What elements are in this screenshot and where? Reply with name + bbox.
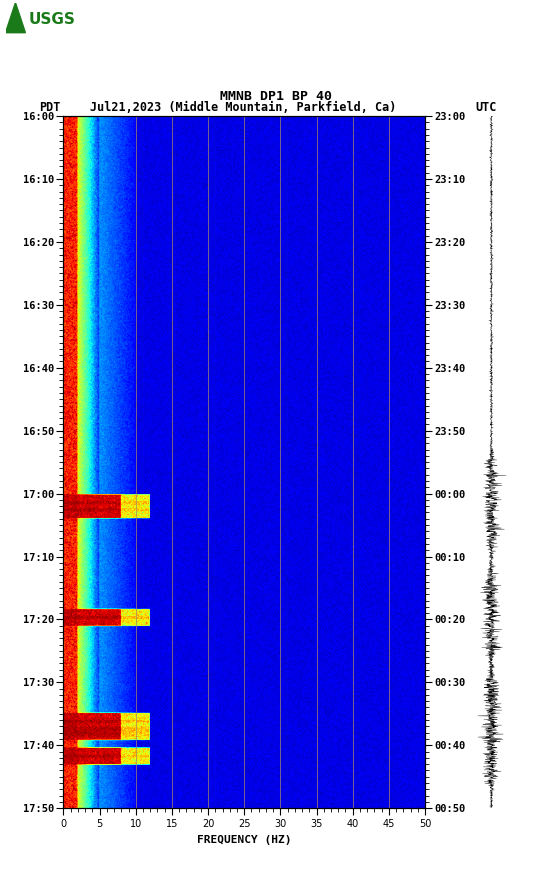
Text: Jul21,2023 (Middle Mountain, Parkfield, Ca): Jul21,2023 (Middle Mountain, Parkfield, … (89, 101, 396, 114)
Text: MMNB DP1 BP 40: MMNB DP1 BP 40 (220, 89, 332, 103)
Text: USGS: USGS (29, 13, 76, 27)
Polygon shape (6, 3, 25, 33)
X-axis label: FREQUENCY (HZ): FREQUENCY (HZ) (197, 835, 291, 845)
Text: UTC: UTC (475, 101, 496, 114)
Text: PDT: PDT (39, 101, 60, 114)
